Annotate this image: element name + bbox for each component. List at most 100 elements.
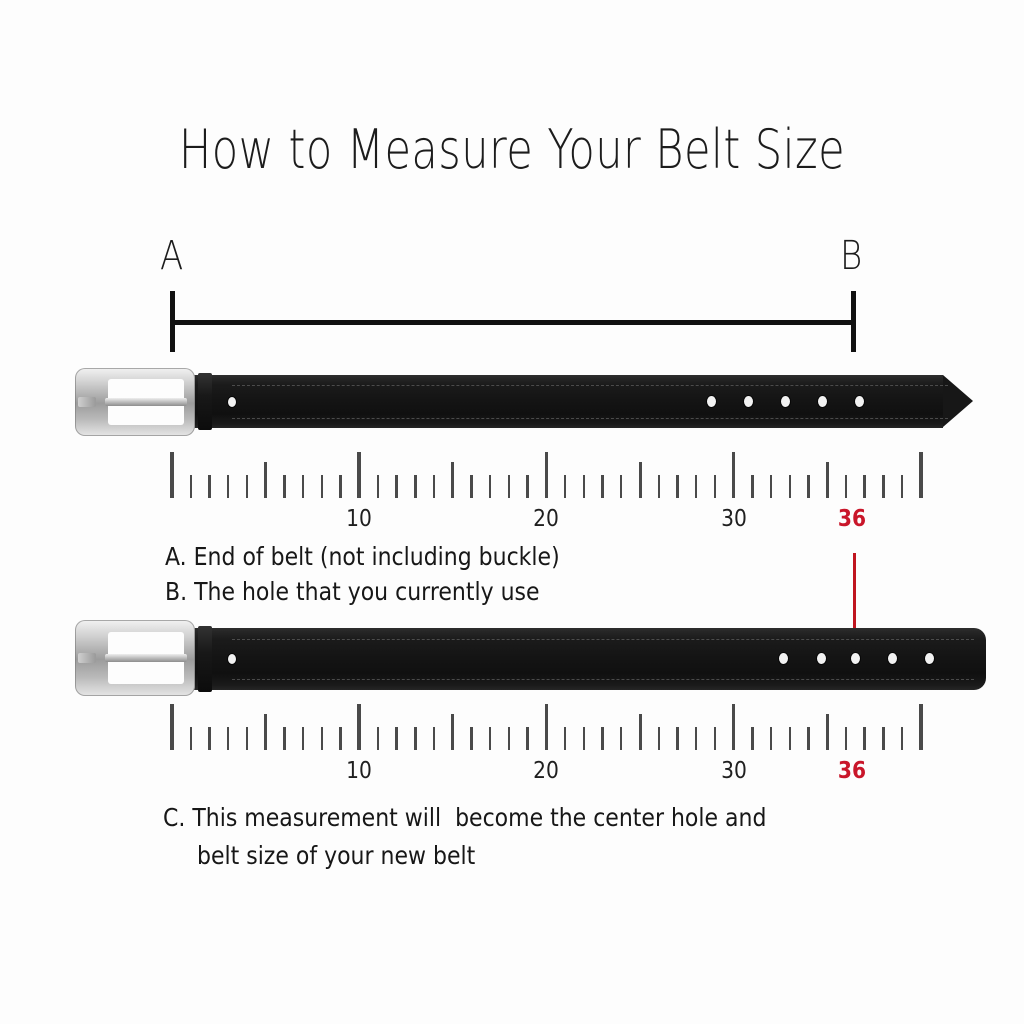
belt-hole <box>781 396 790 407</box>
ruler-label-36: 36 <box>837 758 866 784</box>
caption-a: A. End of belt (not including buckle) <box>165 542 560 571</box>
ruler-tick-minor <box>863 475 866 498</box>
ruler-tick-minor <box>582 475 586 498</box>
ruler-tick-minor <box>863 727 866 750</box>
ruler-tick-minor <box>900 475 904 498</box>
belt-keeper-loop-bottom <box>198 626 212 692</box>
ruler-tick-minor <box>395 727 398 750</box>
ruler-tick-medium <box>825 714 829 750</box>
caption-b: B. The hole that you currently use <box>165 577 540 606</box>
ruler-tick-minor <box>414 475 417 498</box>
ruler-tick-major <box>731 704 736 750</box>
page-title: How to Measure Your Belt Size <box>178 118 846 181</box>
bracket-tick-right <box>851 291 856 352</box>
ruler-tick-minor <box>208 727 211 750</box>
ruler-tick-minor <box>751 727 754 750</box>
ruler-tick-minor <box>301 475 305 498</box>
belt-hole <box>925 653 934 664</box>
ruler-tick-minor <box>713 475 717 498</box>
belt-strap-bottom <box>168 628 986 690</box>
ruler-tick-minor <box>657 727 660 750</box>
ruler-tick-minor <box>900 727 904 750</box>
ruler-tick-major <box>357 704 361 750</box>
ruler-tick-minor <box>582 727 586 750</box>
ruler-tick-major <box>357 452 361 498</box>
belt-stitch-lower-top <box>232 418 948 419</box>
ruler-tick-minor <box>882 727 885 750</box>
ruler-tick-minor <box>844 475 848 498</box>
ruler-tick-minor <box>807 727 810 750</box>
ruler-tick-minor <box>507 727 511 750</box>
ruler-tick-minor <box>788 475 791 498</box>
bottom-ruler-ticks <box>0 700 1024 750</box>
ruler-tick-minor <box>395 475 398 498</box>
ruler-tick-minor <box>769 475 773 498</box>
ruler-tick-medium <box>451 714 455 750</box>
belt-stitch-upper-top <box>232 385 948 386</box>
ruler-tick-minor <box>601 475 604 498</box>
ruler-tick-minor <box>563 727 567 750</box>
top-ruler: 10 20 30 36 <box>0 448 1024 538</box>
ruler-tick-minor <box>339 727 342 750</box>
ruler-tick-minor <box>432 727 436 750</box>
ruler-tick-minor <box>283 475 286 498</box>
ruler-tick-minor <box>713 727 717 750</box>
ruler-tick-minor <box>376 475 380 498</box>
ruler-label-30: 30 <box>720 758 747 784</box>
belt-strap-top <box>168 375 943 428</box>
ruler-tick-medium <box>451 462 455 498</box>
ruler-tick-medium <box>825 462 829 498</box>
ruler-tick-minor <box>339 475 342 498</box>
top-ruler-labels: 10 20 30 36 <box>0 506 1024 538</box>
ruler-tick-minor <box>226 475 230 498</box>
belt-buckle-bar-top <box>105 398 187 406</box>
ruler-tick-minor <box>563 475 567 498</box>
belt-buckle-prong-top <box>78 397 96 407</box>
ruler-tick-minor <box>245 475 249 498</box>
belt-tip-pointed-top <box>943 375 973 427</box>
ruler-tick-minor <box>882 475 885 498</box>
belt-hole <box>228 397 236 407</box>
ruler-label-10: 10 <box>346 506 373 532</box>
ruler-tick-minor <box>470 475 473 498</box>
ruler-tick-major <box>731 452 736 498</box>
ruler-tick-minor <box>507 475 511 498</box>
ruler-tick-minor <box>657 475 660 498</box>
ruler-tick-major <box>170 704 174 750</box>
belt-hole <box>228 654 236 664</box>
ruler-tick-minor <box>807 475 810 498</box>
belt-hole <box>818 396 827 407</box>
belt-buckle-prong-bottom <box>78 653 96 663</box>
ruler-label-10: 10 <box>346 758 373 784</box>
ruler-tick-minor <box>245 727 249 750</box>
ruler-tick-minor <box>301 727 305 750</box>
ruler-tick-minor <box>432 475 436 498</box>
label-a: A <box>160 233 184 279</box>
ruler-tick-major <box>919 704 923 750</box>
ruler-tick-minor <box>676 475 679 498</box>
caption-c-line1: C. This measurement will become the cent… <box>163 803 767 832</box>
bottom-ruler: 10 20 30 36 <box>0 700 1024 790</box>
ruler-label-30: 30 <box>720 506 747 532</box>
ruler-tick-minor <box>320 475 323 498</box>
ruler-tick-minor <box>676 727 679 750</box>
bracket-span-line <box>170 320 856 325</box>
ruler-tick-minor <box>470 727 473 750</box>
ruler-tick-minor <box>620 727 623 750</box>
belt-hole <box>744 396 753 407</box>
ruler-tick-medium <box>638 462 642 498</box>
belt-hole <box>779 653 788 664</box>
belt-hole-marked <box>851 653 860 664</box>
belt-hole <box>707 396 716 407</box>
ruler-tick-medium <box>638 714 642 750</box>
belt-buckle-bar-bottom <box>105 654 187 662</box>
ruler-label-20: 20 <box>533 758 560 784</box>
ruler-tick-minor <box>844 727 848 750</box>
belt-stitch-lower-bottom <box>232 679 974 680</box>
ruler-tick-minor <box>601 727 604 750</box>
ruler-tick-minor <box>320 727 323 750</box>
ruler-tick-minor <box>694 727 698 750</box>
size-indicator-arrow-shaft <box>853 553 856 645</box>
